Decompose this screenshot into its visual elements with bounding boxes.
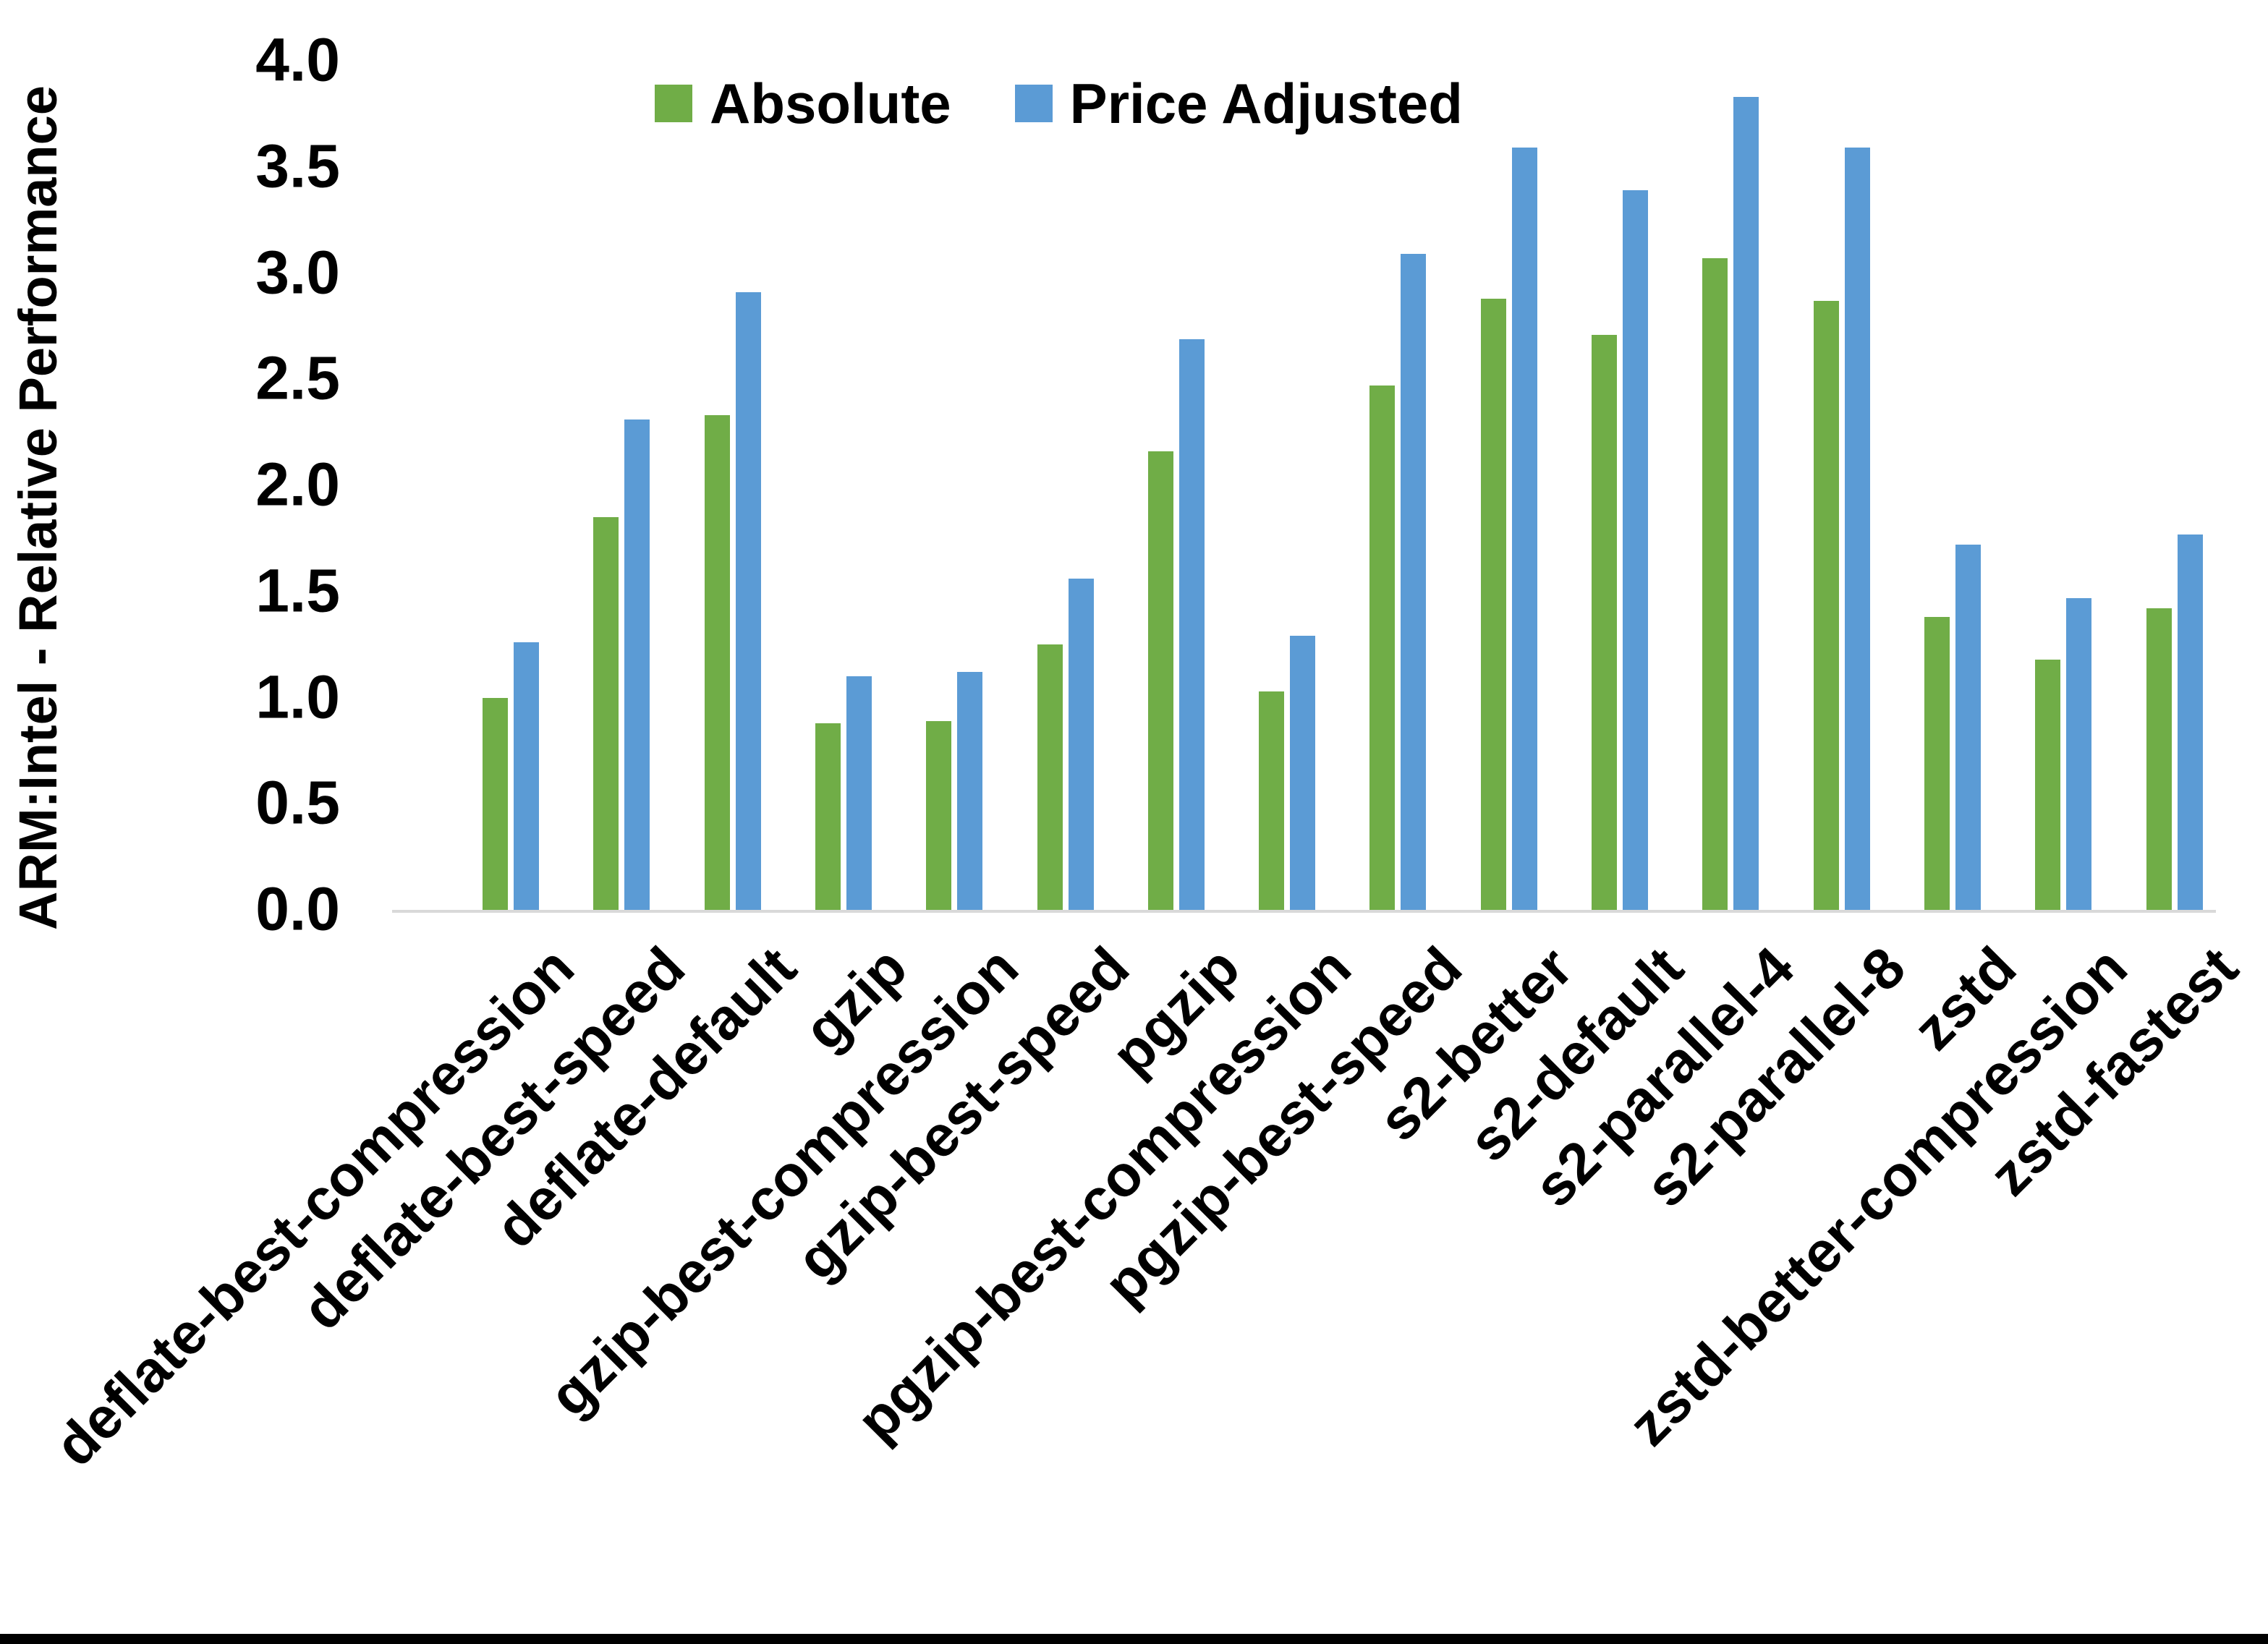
bar-absolute <box>483 697 508 910</box>
y-tick-label: 2.0 <box>255 450 340 519</box>
y-tick-label: 1.0 <box>255 662 340 731</box>
bar-absolute <box>1924 616 1950 910</box>
bottom-border <box>0 1634 2268 1644</box>
y-axis-title: ARM:Intel - Relative Performance <box>8 85 68 930</box>
legend-label-price-adjusted: Price Adjusted <box>1069 72 1463 135</box>
bar-price-adjusted <box>1511 148 1537 910</box>
bar-absolute <box>926 720 952 910</box>
bar-absolute <box>1592 334 1617 910</box>
bar-absolute <box>1702 257 1728 910</box>
bar-price-adjusted <box>1955 545 1981 910</box>
legend: Absolute Price Adjusted <box>655 75 1463 132</box>
x-axis-line <box>392 910 2216 913</box>
bar-absolute <box>1259 691 1285 910</box>
bar-absolute <box>2146 608 2172 910</box>
bar-price-adjusted <box>735 291 761 910</box>
bar-price-adjusted <box>1844 148 1870 910</box>
y-tick-label: 3.0 <box>255 237 340 306</box>
bar-price-adjusted <box>846 676 872 910</box>
y-tick-label: 1.5 <box>255 556 340 625</box>
y-tick-label: 0.5 <box>255 768 340 837</box>
y-tick-label: 3.5 <box>255 132 340 200</box>
y-tick-label: 4.0 <box>255 25 340 94</box>
bar-absolute <box>1037 644 1063 910</box>
bar-absolute <box>1480 298 1506 910</box>
bar-absolute <box>1369 386 1396 910</box>
bar-absolute <box>815 723 841 910</box>
bar-price-adjusted <box>1290 636 1316 910</box>
bar-price-adjusted <box>2177 534 2203 910</box>
bar-price-adjusted <box>624 419 650 910</box>
legend-swatch-price-adjusted <box>1014 85 1053 122</box>
bar-absolute <box>593 517 619 910</box>
bar-price-adjusted <box>514 642 539 910</box>
bar-price-adjusted <box>1178 338 1205 910</box>
bar-price-adjusted <box>1733 96 1759 910</box>
y-tick-label: 2.5 <box>255 344 340 412</box>
bar-price-adjusted <box>957 672 983 910</box>
bar-absolute <box>1147 451 1173 910</box>
bar-price-adjusted <box>1623 190 1648 910</box>
bar-absolute <box>2035 659 2061 910</box>
bar-absolute <box>704 415 730 910</box>
plot-area <box>392 61 2216 913</box>
y-tick-label: 0.0 <box>255 874 340 943</box>
bar-absolute <box>1813 300 1839 910</box>
bar-price-adjusted <box>1068 579 1094 910</box>
legend-label-absolute: Absolute <box>710 72 951 135</box>
legend-swatch-absolute <box>655 85 692 122</box>
bar-price-adjusted <box>1401 254 1427 910</box>
bar-price-adjusted <box>2066 597 2092 910</box>
